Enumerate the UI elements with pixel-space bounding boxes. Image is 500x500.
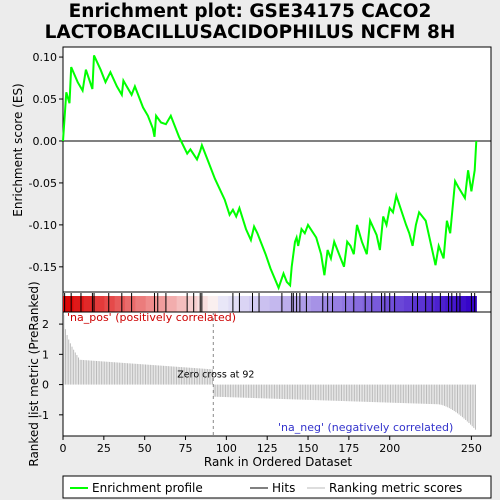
- es-ytick-label: -0.10: [29, 219, 57, 232]
- zero-cross-label: Zero cross at 92: [177, 370, 254, 381]
- heat-segment: [445, 296, 457, 312]
- heat-segment: [362, 296, 374, 312]
- heat-segment: [176, 296, 188, 312]
- rank-xtick-label: 150: [298, 442, 319, 455]
- rank-ytick-label: 0: [42, 379, 49, 392]
- rank-xtick-label: 75: [179, 442, 193, 455]
- heat-segment: [228, 296, 240, 312]
- legend-label: Enrichment profile: [92, 481, 203, 495]
- heat-segment: [217, 296, 229, 312]
- heat-segment: [197, 296, 209, 312]
- heat-segment: [186, 296, 198, 312]
- negative-label: 'na_neg' (negatively correlated): [278, 421, 453, 434]
- heat-segment: [73, 296, 85, 312]
- heat-segment: [414, 296, 426, 312]
- heat-segment: [290, 296, 302, 312]
- heat-segment: [124, 296, 136, 312]
- heat-segment: [104, 296, 116, 312]
- title-line-1: Enrichment plot: GSE34175 CACO2: [68, 1, 432, 22]
- rank-xtick-label: 250: [461, 442, 482, 455]
- heat-segment: [455, 296, 467, 312]
- heat-segment: [403, 296, 415, 312]
- rank-heat-bar: [63, 296, 477, 312]
- es-panel: [62, 46, 492, 293]
- rank-xtick-label: 125: [257, 442, 278, 455]
- legend-label: Ranking metric scores: [329, 481, 462, 495]
- heat-segment: [114, 296, 126, 312]
- legend-items: Enrichment profile Hits Ranking metric sco…: [70, 481, 462, 495]
- rank-xtick-label: 100: [216, 442, 237, 455]
- hit-markers: [64, 293, 476, 312]
- rank-xtick-label: 200: [379, 442, 400, 455]
- heat-segment: [207, 296, 219, 312]
- enrichment-profile-line: [62, 54, 478, 291]
- chart-title: Enrichment plot: GSE34175 CACO2 LACTOBAC…: [0, 1, 500, 43]
- heat-segment: [269, 296, 281, 312]
- heat-segment: [155, 296, 167, 312]
- rank-y-axis-label: Ranked list metric (PreRanked): [27, 281, 41, 466]
- heat-segment: [63, 296, 74, 312]
- rank-x-axis: 0 25 50 75 100 125 150 175 200 250: [60, 436, 482, 455]
- es-ytick-label: 0.05: [33, 93, 58, 106]
- heat-segment: [372, 296, 384, 312]
- heat-segment: [83, 296, 95, 312]
- es-ytick-label: 0.00: [33, 135, 58, 148]
- heat-segment: [145, 296, 157, 312]
- legend-label: Hits: [272, 481, 295, 495]
- heat-segment: [424, 296, 436, 312]
- rank-ytick-label: 1: [42, 348, 49, 361]
- rank-x-axis-label: Rank in Ordered Dataset: [204, 455, 352, 469]
- es-ytick-label: 0.10: [33, 51, 58, 64]
- es-y-axis-label: Enrichment score (ES): [11, 83, 25, 216]
- rank-xtick-label: 0: [60, 442, 67, 455]
- heat-segment: [93, 296, 105, 312]
- rank-ytick-label: 2: [42, 318, 49, 331]
- heat-segment: [331, 296, 343, 312]
- heat-segment: [238, 296, 250, 312]
- heat-segment: [259, 296, 271, 312]
- es-y-axis: 0.10 0.05 0.00 -0.05 -0.10 -0.15: [29, 51, 63, 274]
- title-line-2: LACTOBACILLUSACIDOPHILUS NCFM 8H: [44, 22, 456, 43]
- es-ytick-label: -0.05: [29, 177, 57, 190]
- rank-xtick-label: 175: [338, 442, 359, 455]
- heat-segment: [321, 296, 333, 312]
- heat-segment: [248, 296, 260, 312]
- heat-segment: [135, 296, 147, 312]
- ranking-metric-bars: [63, 315, 476, 430]
- es-ytick-label: -0.15: [29, 261, 57, 274]
- heat-segment: [310, 296, 322, 312]
- heat-segment: [341, 296, 353, 312]
- positive-label: 'na_pos' (positively correlated): [67, 311, 236, 324]
- heat-segment: [383, 296, 395, 312]
- rank-y-axis: 2 1 0 -1: [38, 318, 63, 422]
- heat-segment: [166, 296, 178, 312]
- rank-ytick-label: -1: [38, 409, 49, 422]
- rank-xtick-label: 50: [138, 442, 152, 455]
- rank-xtick-label: 25: [97, 442, 111, 455]
- legend: [62, 475, 492, 499]
- heat-segment: [352, 296, 364, 312]
- heat-segment: [393, 296, 405, 312]
- heat-segment: [279, 296, 291, 312]
